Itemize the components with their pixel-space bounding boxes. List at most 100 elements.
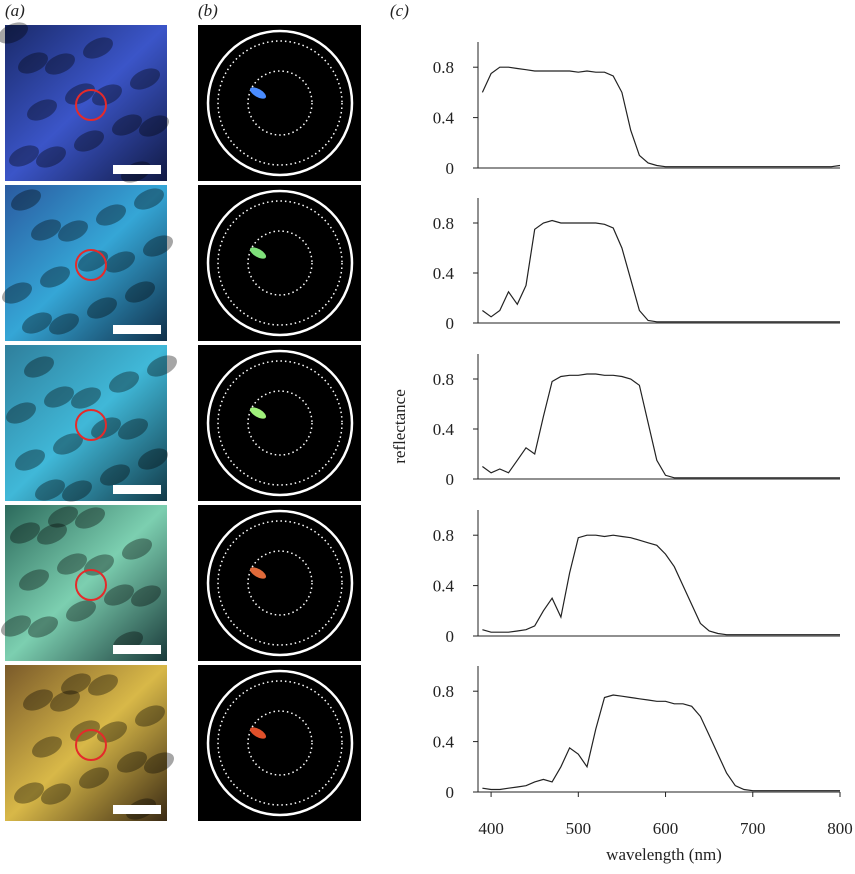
scale-blob [138,448,168,470]
scale-blob [143,235,173,257]
scale-blob [23,689,53,711]
dotted-ring [217,520,343,646]
scale-bar [113,485,161,494]
pattern-bg [198,185,361,341]
scale-blob [104,584,134,606]
scale-blob [139,115,169,137]
scale-blob [15,449,45,471]
scale-blob [134,188,164,210]
x-tick-label: 400 [478,819,504,838]
photo [5,505,167,661]
outer-ring [206,509,354,657]
x-tick-label: 800 [827,819,853,838]
scale-blob [105,251,135,273]
scale-blob [37,523,67,545]
scale-blob [88,674,118,696]
scale-blob [22,312,52,334]
measurement-circle [75,569,107,601]
scale-blob [35,479,65,501]
x-tick-label: 700 [740,819,766,838]
spectra-column: 0 0.4 0.8 0 0.4 0.8 0 0.4 0.8 reflectance 0 0.4 0.8 0… [390,42,853,864]
y-tick-label: 0 [446,159,455,178]
pattern-bg [198,665,361,821]
y-tick-label: 0.8 [433,370,454,389]
scale-blob [74,130,104,152]
pattern-bg [198,25,361,181]
scale-blob [122,538,152,560]
scale-blob [147,355,177,377]
panel-label: (c) [390,1,409,20]
scale-blob [79,767,109,789]
dotted-ring [247,390,313,456]
scale-blob [40,266,70,288]
panel-label: (a) [5,1,25,20]
photo [5,185,167,341]
scale-blob [118,418,148,440]
scale-blob [109,371,139,393]
measurement-circle [75,729,107,761]
dotted-ring [217,680,343,806]
scale-blob [2,282,32,304]
scale-blob [1,615,31,637]
scale-blob [31,219,61,241]
scale-blob [58,220,88,242]
scale-blob [28,616,58,638]
y-tick-label: 0.4 [433,577,455,596]
dotted-ring [247,70,313,136]
scale-blob [24,356,54,378]
y-tick-label: 0.4 [433,420,455,439]
scale-blob [100,464,130,486]
y-tick-label: 0 [446,470,455,489]
spectrum-line [482,373,840,479]
reflection-spot [249,87,267,99]
spectrum-line [482,694,840,792]
x-tick-label: 500 [566,819,592,838]
scale-blob [49,313,79,335]
scale-blob [19,569,49,591]
scale-blob [18,52,48,74]
y-tick-label: 0.8 [433,214,454,233]
outer-ring [206,669,354,817]
scale-blob [125,281,155,303]
scale-blob [11,189,41,211]
dotted-ring [247,230,313,296]
measurement-circle [75,89,107,121]
scale-blob [53,433,83,455]
scale-blob [27,99,57,121]
scale-blob [144,752,174,774]
spectrum-line [482,534,840,636]
y-axis-label: reflectance [390,389,409,464]
scale-blob [50,690,80,712]
scale-blob [45,53,75,75]
y-tick-label: 0 [446,783,455,802]
reflection-spot [249,567,267,579]
scale-blob [66,600,96,622]
scale-blob [9,145,39,167]
reflection-spot [249,407,267,419]
scale-blob [83,37,113,59]
dotted-ring [217,360,343,486]
scale-blob [14,782,44,804]
y-tick-label: 0.8 [433,526,454,545]
reflection-spot [249,727,267,739]
scale-blob [36,146,66,168]
spectrum-line [481,66,841,168]
y-tick-label: 0.8 [433,58,454,77]
scale-blob [0,22,28,44]
dotted-ring [247,710,313,776]
x-axis-label: wavelength (nm) [606,845,722,864]
scale-blob [44,386,74,408]
scale-blob [96,204,126,226]
scale-blob [78,250,108,272]
scale-bar [113,645,161,654]
scale-blob [32,736,62,758]
photo [5,345,167,501]
y-tick-label: 0.4 [433,264,455,283]
spectrum-line [482,219,840,323]
scale-blob [131,585,161,607]
y-tick-label: 0 [446,627,455,646]
y-tick-label: 0.8 [433,682,454,701]
scale-blob [57,553,87,575]
scale-blob [92,84,122,106]
